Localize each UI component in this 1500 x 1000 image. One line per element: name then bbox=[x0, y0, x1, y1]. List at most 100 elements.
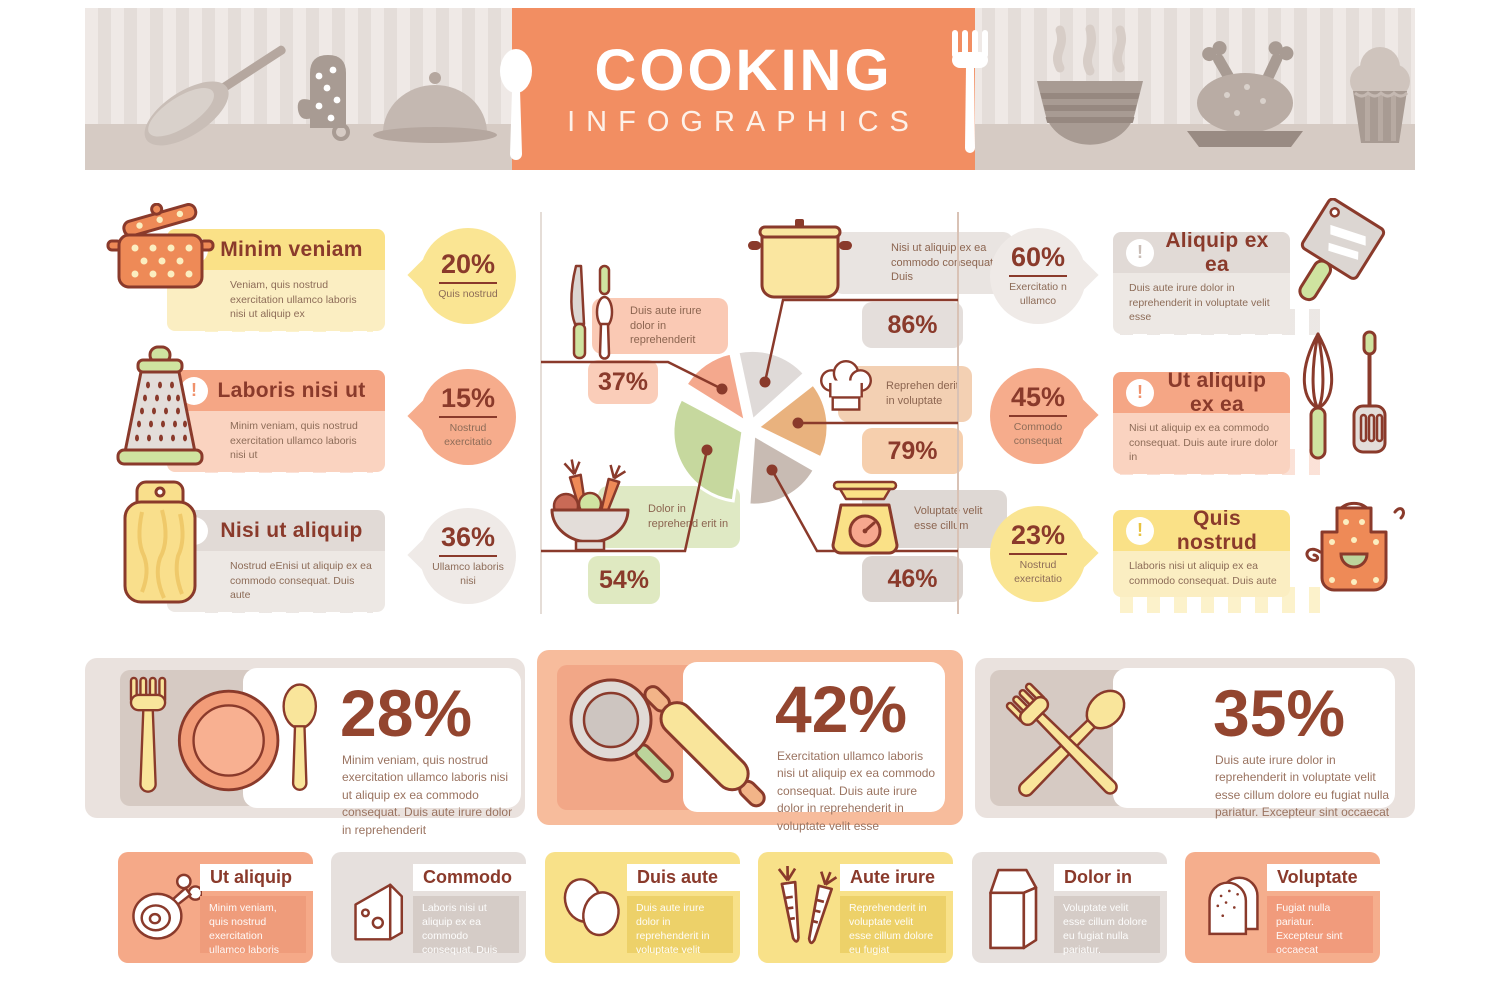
ham-icon bbox=[132, 873, 202, 940]
apron-icon bbox=[1305, 501, 1405, 592]
pie-callout-86: Nisi ut aliquip ex ea commodo consequat.… bbox=[833, 232, 1013, 294]
percent-bubble-23: 23% Nostrud exercitatio bbox=[990, 506, 1086, 602]
feature-card-header: ! Ut aliquip ex ea bbox=[1113, 372, 1290, 416]
food-card-body: Fugiat nulla pariatur. Excepteur sint oc… bbox=[1267, 896, 1373, 956]
pie-slice-46 bbox=[747, 432, 817, 507]
bubble-divider bbox=[1009, 274, 1067, 277]
food-card-aute-irure: Aute irure Reprehenderit in voluptate ve… bbox=[758, 852, 953, 963]
vegetable-bowl-icon bbox=[550, 459, 630, 552]
food-card-title-box: Commodo bbox=[413, 864, 526, 891]
food-card-duis-aute: Duis aute Duis aute irure dolor in repre… bbox=[545, 852, 740, 963]
percent-label: Nostrud exercitatio bbox=[444, 421, 492, 448]
stat-percent: 35% bbox=[1213, 676, 1346, 750]
bubble-divider bbox=[439, 554, 497, 557]
pie-callout-label: Dolor in reprehend erit in bbox=[648, 503, 729, 530]
food-card-body: Duis aute irure dolor in reprehenderit i… bbox=[627, 896, 733, 956]
feature-body: Minim veniam, quis nostrud exercitation … bbox=[167, 411, 385, 473]
food-card-title: Voluptate bbox=[1277, 867, 1358, 887]
feature-card-minim-veniam: ! Minim veniam Veniam, quis nostrud exer… bbox=[167, 229, 385, 332]
page-subtitle: INFOGRAPHICS bbox=[567, 105, 920, 138]
pie-callout-79-value: 79% bbox=[862, 428, 963, 474]
pie-slice-86 bbox=[736, 348, 807, 424]
percent-value: 23% bbox=[1010, 519, 1066, 550]
milk-carton-icon bbox=[989, 868, 1038, 950]
percent-label: Quis nostrud bbox=[438, 287, 498, 300]
pie-callout-54-value: 54% bbox=[588, 556, 660, 604]
spoon-icon bbox=[500, 49, 532, 160]
percent-bubble-45: 45% Commodo consequat bbox=[990, 368, 1086, 464]
cheese-icon bbox=[354, 883, 404, 941]
alert-icon: ! bbox=[1126, 516, 1154, 545]
stat-section-28: 28% Minim veniam, quis nostrud exercitat… bbox=[85, 658, 525, 837]
pie-callout-46-value: 46% bbox=[862, 556, 963, 602]
food-card-body: Laboris nisi ut aliquip ex ea commodo co… bbox=[413, 896, 519, 956]
food-card-title-box: Duis aute bbox=[627, 864, 740, 891]
stockpot-icon bbox=[748, 219, 852, 299]
pie-callout-86-value: 86% bbox=[862, 302, 963, 348]
pie-callout-label: Nisi ut aliquip ex ea commodo consequat.… bbox=[891, 241, 997, 284]
grater-icon bbox=[116, 345, 204, 466]
percent-bubble-36: 36% Ullamco laboris nisi bbox=[420, 508, 516, 604]
feature-card-ut-aliquip-ex-ea: ! Ut aliquip ex ea Nisi ut aliquip ex ea… bbox=[1113, 372, 1290, 475]
title-banner: COOKING INFOGRAPHICS bbox=[512, 8, 975, 170]
feature-body: Duis aute irure dolor in reprehenderit i… bbox=[1113, 273, 1290, 335]
feature-body: Veniam, quis nostrud exercitation ullamc… bbox=[167, 270, 385, 332]
pie-callout-37: Duis aute irure dolor in reprehenderit bbox=[592, 298, 728, 354]
knife-fork-icon bbox=[570, 264, 614, 360]
cupcake-icon bbox=[1350, 47, 1410, 143]
feature-title: Ut aliquip ex ea bbox=[1167, 372, 1267, 416]
page-title: COOKING bbox=[594, 37, 893, 103]
percent-value: 45% bbox=[1010, 381, 1066, 412]
percent-label: Exercitatio n ullamco bbox=[1009, 280, 1067, 307]
feature-title: Minim veniam bbox=[220, 237, 363, 261]
food-card-body: Voluptate velit esse cillum dolore eu fu… bbox=[1054, 896, 1160, 956]
food-card-title: Duis aute bbox=[637, 867, 719, 887]
stat-percent: 28% bbox=[340, 676, 473, 750]
percent-label: Commodo consequat bbox=[1013, 420, 1063, 447]
bread-icon bbox=[1208, 876, 1259, 936]
percent-label: Ullamco laboris nisi bbox=[432, 560, 504, 587]
food-card-body: Minim veniam, quis nostrud exercitation … bbox=[200, 896, 306, 956]
alert-icon: ! bbox=[1126, 238, 1154, 267]
feature-body: Llaboris nisi ut aliquip ex ea commodo c… bbox=[1113, 551, 1290, 598]
cutting-board-icon bbox=[123, 480, 197, 604]
food-card-title: Dolor in bbox=[1064, 867, 1132, 887]
feature-card-header: ! Quis nostrud bbox=[1113, 510, 1290, 554]
bubble-divider bbox=[1009, 414, 1067, 417]
feature-title: Laboris nisi ut bbox=[217, 378, 366, 402]
food-card-title-box: Voluptate bbox=[1267, 864, 1380, 891]
feature-card-quis-nostrud: ! Quis nostrud Llaboris nisi ut aliquip … bbox=[1113, 510, 1290, 598]
bubble-divider bbox=[439, 415, 497, 418]
food-card-title: Commodo bbox=[423, 867, 512, 887]
food-card-commodo: Commodo Laboris nisi ut aliquip ex ea co… bbox=[331, 852, 526, 963]
pie-callout-label: Reprehen derit in voluptate bbox=[886, 380, 959, 407]
feature-card-header: ! Laboris nisi ut bbox=[167, 370, 385, 411]
pan-rolling-pin-icon bbox=[569, 678, 766, 808]
alert-icon: ! bbox=[1126, 378, 1154, 407]
stat-percent: 42% bbox=[775, 672, 908, 746]
food-card-voluptate: Voluptate Fugiat nulla pariatur. Excepte… bbox=[1185, 852, 1380, 963]
oven-mitt-icon bbox=[297, 55, 350, 141]
feature-card-header: ! Aliquip ex ea bbox=[1113, 232, 1290, 276]
cleaver-icon bbox=[1298, 198, 1386, 302]
feature-body: Nisi ut aliquip ex ea commodo consequat.… bbox=[1113, 413, 1290, 475]
percent-value: 15% bbox=[440, 382, 496, 413]
pie-callout-37-value: 37% bbox=[588, 360, 658, 404]
roast-chicken-icon bbox=[1187, 41, 1303, 147]
percent-value: 20% bbox=[440, 248, 496, 279]
food-card-body: Reprehenderit in voluptate velit esse ci… bbox=[840, 896, 946, 956]
stat-section-35: 35% Duis aute irure dolor in reprehender… bbox=[975, 658, 1415, 819]
feature-title: Quis nostrud bbox=[1176, 510, 1258, 554]
frying-pan-icon bbox=[144, 45, 497, 146]
feature-card-laboris-nisi-ut: ! Laboris nisi ut Minim veniam, quis nos… bbox=[167, 370, 385, 473]
fork-icon bbox=[952, 30, 988, 153]
chef-hat-icon bbox=[820, 360, 872, 411]
food-card-title-box: Aute irure bbox=[840, 864, 953, 891]
pie-slice-37 bbox=[683, 351, 748, 425]
stat-section-42: 42% Exercitation ullamco laboris nisi ut… bbox=[537, 650, 963, 833]
food-card-title-box: Dolor in bbox=[1054, 864, 1167, 891]
stat-card bbox=[1113, 668, 1395, 808]
stat-body: Exercitation ullamco laboris nisi ut ali… bbox=[777, 749, 936, 833]
feature-card-aliquip-ex-ea: ! Aliquip ex ea Duis aute irure dolor in… bbox=[1113, 232, 1290, 335]
